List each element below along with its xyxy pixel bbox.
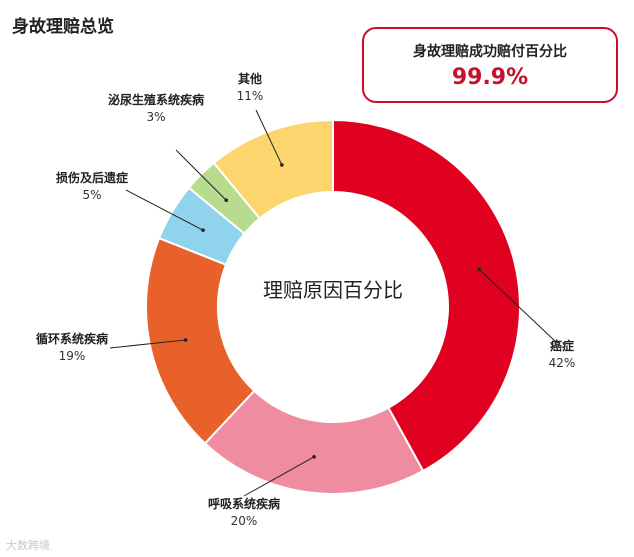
leader-dot [477, 267, 482, 272]
leader-dot [201, 228, 205, 232]
leader-line [243, 456, 315, 497]
leader-dot [280, 163, 284, 167]
slice-percent-label: 3% [146, 110, 165, 124]
slice-percent-label: 19% [59, 349, 86, 363]
leader-line [125, 189, 204, 231]
leader-line [478, 269, 557, 343]
donut-center-label: 理赔原因百分比 [263, 278, 403, 302]
page-title: 身故理赔总览 [12, 17, 114, 37]
leader-dot [312, 455, 316, 459]
slice-labels: 癌症 42% 呼吸系统疾病 20% 循环系统疾病 19% 损伤及后遗症 5% 泌尿生殖系统疾病 3… [36, 71, 575, 528]
leader-line [255, 109, 283, 166]
leader-lines [109, 109, 557, 497]
slice-percent-label: 5% [82, 188, 101, 202]
donut-slice [212, 118, 334, 220]
donut-hole [219, 193, 447, 421]
leader-dot [183, 338, 188, 342]
donut-slices [145, 118, 521, 495]
leader-line [109, 339, 186, 349]
leader-dot [224, 198, 229, 203]
success-rate-label: 身故理赔成功赔付百分比 [413, 44, 567, 60]
slice-name-label: 损伤及后遗症 [56, 170, 128, 185]
slice-percent-label: 42% [549, 356, 576, 370]
slice-name-label: 泌尿生殖系统疾病 [108, 92, 204, 107]
slice-name-label: 癌症 [550, 338, 574, 353]
slice-name-label: 呼吸系统疾病 [208, 496, 280, 511]
slice-percent-label: 11% [237, 89, 264, 103]
success-rate-value: 99.9% [451, 65, 529, 90]
watermark: 大数跨境 [6, 539, 50, 552]
slice-percent-label: 20% [231, 514, 258, 528]
leader-line [175, 149, 227, 201]
slice-name-label: 循环系统疾病 [36, 331, 108, 346]
success-rate-box: 身故理赔成功赔付百分比 99.9% [362, 27, 618, 103]
donut-slice [332, 118, 521, 473]
slice-name-label: 其他 [238, 71, 262, 86]
